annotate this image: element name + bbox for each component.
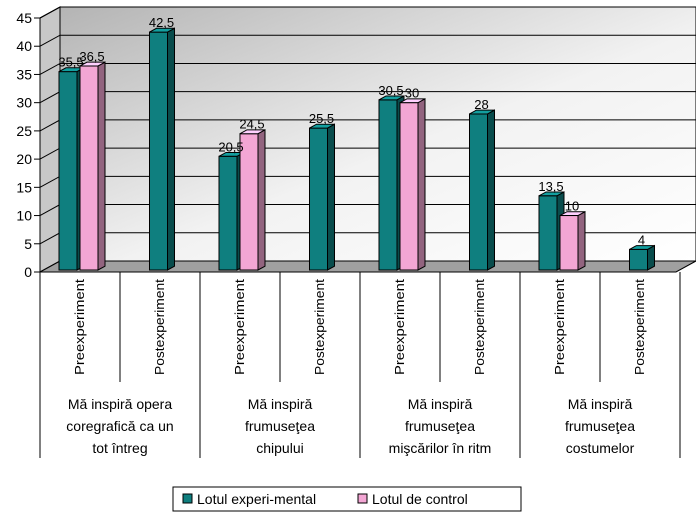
phase-label: Postexperiment [472,279,487,375]
bar [538,195,558,271]
data-label: 42,5 [149,15,174,30]
bar-top [79,61,106,67]
y-tick-label: 40 [16,38,32,54]
bar-top [378,95,405,101]
plot-area [39,6,696,273]
bar [58,71,78,271]
bar-top [239,129,266,135]
side-wall [39,6,61,273]
bar-side [417,97,426,271]
bar-side [167,27,175,271]
bar-top [469,109,495,115]
bar [149,31,168,271]
bar-top [309,123,335,129]
group-label: frumuseţea [245,418,315,434]
data-label: 36,5 [79,49,104,64]
y-tick-label: 20 [16,151,32,167]
y-tick-label: 0 [24,264,32,280]
y-tick-label: 30 [16,95,32,111]
bar-top [559,211,586,217]
bar-top [629,245,655,250]
bar-top [399,98,426,104]
y-tick-label: 10 [16,208,32,224]
x-axis: Preexperiment Postexperiment Mă inspiră op… [39,271,681,458]
bar-side [97,61,106,271]
bars [58,27,655,271]
gridline [39,62,696,75]
group-label: Mă inspiră opera [68,396,172,412]
y-tick-label: 15 [16,179,32,195]
data-labels: 35,536,5 42,5 20,5 24,5 25,5 30,5 30 28 13,510 4 [58,15,645,247]
data-label: 24,5 [239,117,264,132]
group-label: frumuseţea [405,418,475,434]
bar [309,127,328,271]
bar [79,65,99,271]
group-label: tot întreg [92,440,147,456]
bar-top [149,27,175,33]
group-label: costumelor [566,440,635,456]
gridline [39,6,696,19]
bar [218,155,238,271]
bar-side [257,129,266,271]
phase-label: Postexperiment [152,279,167,375]
group-label: Mă inspiră [568,396,633,412]
y-tick-label: 35 [16,66,32,82]
group-label: coregrafică ca un [66,418,173,434]
phase-label: Preexperiment [392,279,407,375]
bar-side [577,210,586,271]
phase-label: Postexperiment [312,279,327,375]
legend-swatch [182,493,193,504]
group-label: frumuseţea [565,418,635,434]
bar-top [538,191,565,197]
data-label: 30 [405,86,419,101]
bar-side [327,123,335,271]
data-label: 13,5 [538,179,563,194]
bar [629,248,648,271]
data-label: 35,5 [58,55,83,70]
legend-label: Lotul experi-mental [197,491,316,507]
data-label: 20,5 [218,139,243,154]
phase-label: Preexperiment [232,279,247,375]
group-label: mişcărilor în ritm [389,440,492,456]
gridline [39,34,696,47]
legend: Lotul experi-mental Lotul de control [172,486,522,512]
data-label: 10 [565,199,579,214]
y-tick-label: 25 [16,123,32,139]
group-label: Mă inspiră [248,396,313,412]
legend-swatch [357,493,368,504]
legend-label: Lotul de control [372,491,468,507]
bar [378,99,398,271]
y-axis: 0 5 10 15 20 25 30 35 40 45 [16,10,41,280]
legend-box [172,486,522,512]
phase-label: Postexperiment [632,279,647,375]
data-label: 25,5 [309,111,334,126]
floor [39,260,696,273]
bar [399,102,419,271]
phase-label: Preexperiment [552,279,567,375]
data-label: 30,5 [378,83,403,98]
data-label: 4 [638,232,645,247]
bar [469,113,488,271]
phase-label: Preexperiment [72,279,87,375]
y-tick-label: 45 [16,10,32,26]
data-label: 28 [474,97,488,112]
y-tick-label: 5 [24,236,32,252]
bar-side [487,109,495,271]
bar [559,215,579,271]
group-label: chipului [256,440,303,456]
group-label: Mă inspiră [408,396,473,412]
